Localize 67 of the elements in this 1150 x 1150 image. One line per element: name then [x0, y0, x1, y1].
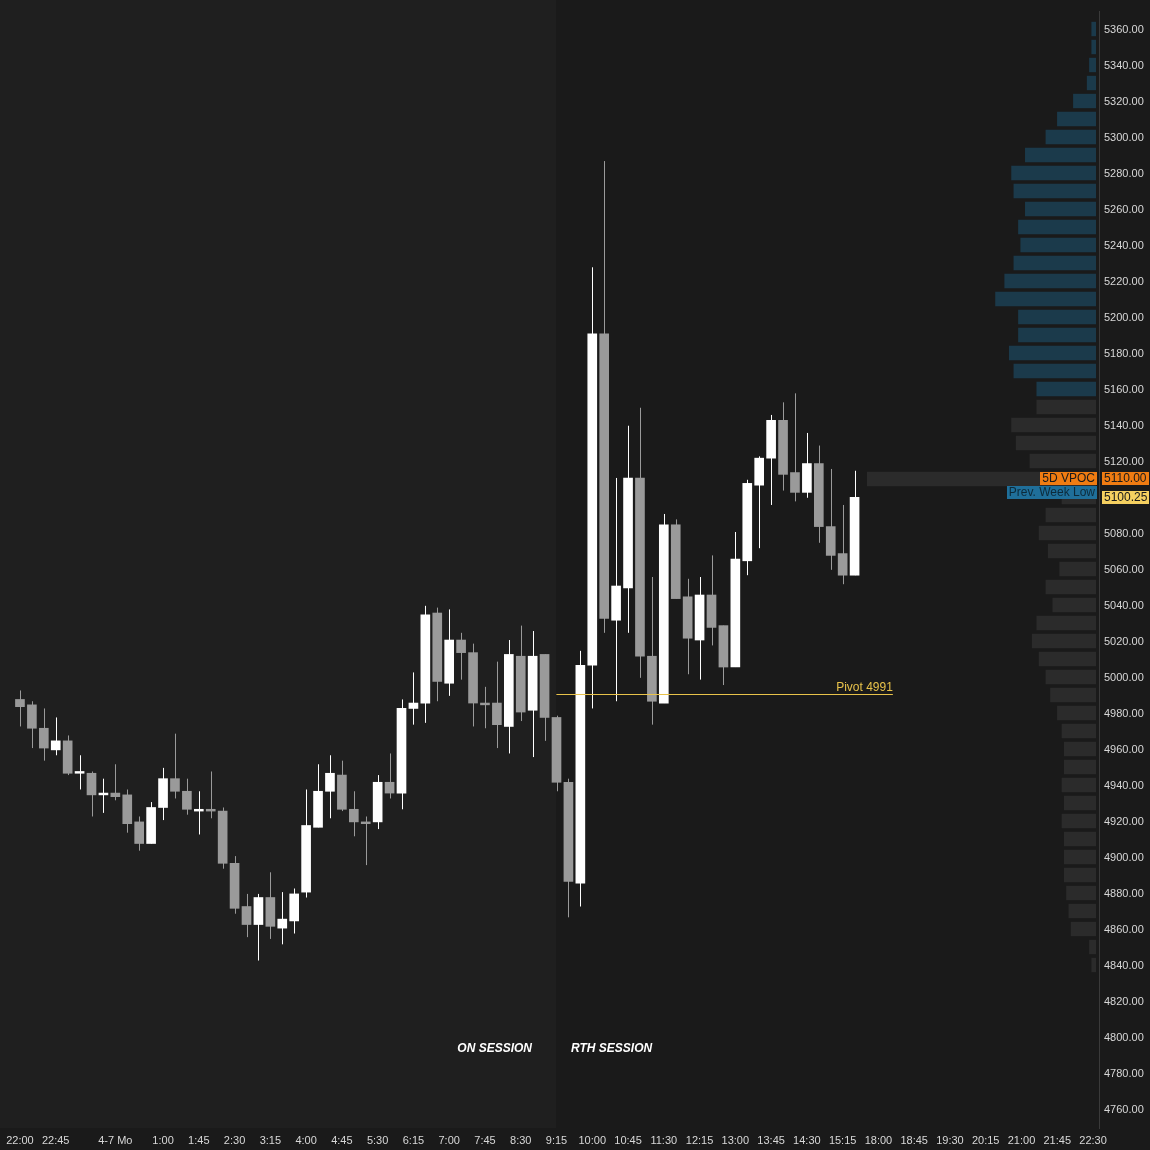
text: 5110.00 — [1102, 471, 1149, 485]
y-tick-label: 4800.00 — [1104, 1031, 1144, 1043]
y-tick-label: 4760.00 — [1104, 1103, 1144, 1116]
x-tick-label: 10:45 — [614, 1133, 642, 1146]
x-tick-label: 10:00 — [578, 1133, 607, 1146]
y-tick-label: 5340.00 — [1104, 58, 1144, 71]
y-tick-label: 5140.00 — [1104, 418, 1144, 431]
x-tick-label: 4-7 Mo — [98, 1133, 133, 1146]
y-tick-label: 5280.00 — [1104, 166, 1144, 179]
y-tick-label: 4940.00 — [1104, 778, 1144, 791]
y-tick-label: 5240.00 — [1104, 238, 1144, 251]
y-tick-label: 5020.00 — [1104, 634, 1144, 647]
x-tick-label: 21:45 — [1043, 1133, 1072, 1146]
y-tick-label: 5300.00 — [1104, 130, 1144, 143]
y-tick-label: 5120.00 — [1104, 454, 1144, 467]
y-tick-label: 4900.00 — [1104, 850, 1144, 863]
x-tick-label: 4:45 — [331, 1133, 353, 1146]
x-tick-label: 3:15 — [259, 1133, 282, 1146]
x-tick-label: 19:30 — [936, 1133, 964, 1146]
x-tick-label: 20:15 — [971, 1133, 1000, 1146]
y-tick-label: 4960.00 — [1104, 742, 1144, 755]
y-tick-label: 5000.00 — [1104, 670, 1144, 683]
y-tick-label: 5220.00 — [1104, 274, 1144, 287]
y-tick-label: 4840.00 — [1104, 958, 1144, 971]
x-tick-label: 12:15 — [685, 1133, 714, 1146]
y-tick-label: 5320.00 — [1104, 94, 1144, 107]
x-tick-label: 2:30 — [223, 1133, 246, 1146]
x-tick-label: 11:30 — [650, 1133, 678, 1146]
annotation: 5D VPOC — [1040, 471, 1097, 485]
annotation: Prev. Week Low — [1006, 485, 1097, 499]
y-tick-label: 5180.00 — [1104, 346, 1144, 359]
x-tick-label: 13:00 — [721, 1133, 750, 1146]
y-tick-label: 5260.00 — [1104, 202, 1144, 215]
annotation: ON SESSION — [457, 1041, 532, 1055]
x-tick-label: 18:00 — [864, 1133, 893, 1146]
x-tick-label: 4:00 — [295, 1133, 317, 1146]
y-tick-label: 5360.00 — [1104, 22, 1144, 35]
x-tick-label: 14:30 — [793, 1133, 821, 1146]
x-tick-label: 18:45 — [900, 1133, 928, 1146]
y-tick-label: 4980.00 — [1104, 706, 1144, 719]
y-tick-label: 4860.00 — [1104, 922, 1144, 935]
x-tick-label: 22:45 — [41, 1133, 70, 1146]
x-tick-label: 8:30 — [510, 1133, 532, 1146]
y-tick-label: 5040.00 — [1104, 598, 1144, 611]
y-tick-label: 5160.00 — [1104, 382, 1144, 395]
x-tick-label: 22:00 — [6, 1133, 34, 1146]
x-tick-label: 22:30 — [1079, 1133, 1107, 1146]
annotation: RTH SESSION — [571, 1041, 653, 1055]
x-tick-label: 9:15 — [545, 1133, 568, 1146]
x-tick-label: 21:00 — [1007, 1133, 1036, 1146]
y-tick-label: 5060.00 — [1104, 562, 1144, 575]
x-tick-label: 7:00 — [438, 1133, 460, 1146]
y-tick-label: 4920.00 — [1104, 814, 1144, 827]
y-tick-label: 5200.00 — [1104, 310, 1144, 323]
y-tick-label: 4880.00 — [1104, 886, 1144, 899]
x-tick-label: 1:45 — [188, 1133, 210, 1146]
x-tick-label: 1:00 — [152, 1133, 174, 1146]
x-tick-label: 15:15 — [828, 1133, 857, 1146]
y-tick-label: 4780.00 — [1104, 1067, 1144, 1080]
x-tick-label: 13:45 — [757, 1133, 785, 1146]
x-tick-label: 7:45 — [474, 1133, 496, 1146]
text: 5100.25 — [1102, 490, 1150, 504]
y-tick-label: 5080.00 — [1104, 526, 1144, 539]
y-tick-label: 4820.00 — [1104, 994, 1144, 1007]
x-tick-label: 6:15 — [402, 1133, 425, 1146]
ref-line-label: Pivot 4991 — [836, 679, 894, 694]
x-tick-label: 5:30 — [366, 1133, 389, 1146]
